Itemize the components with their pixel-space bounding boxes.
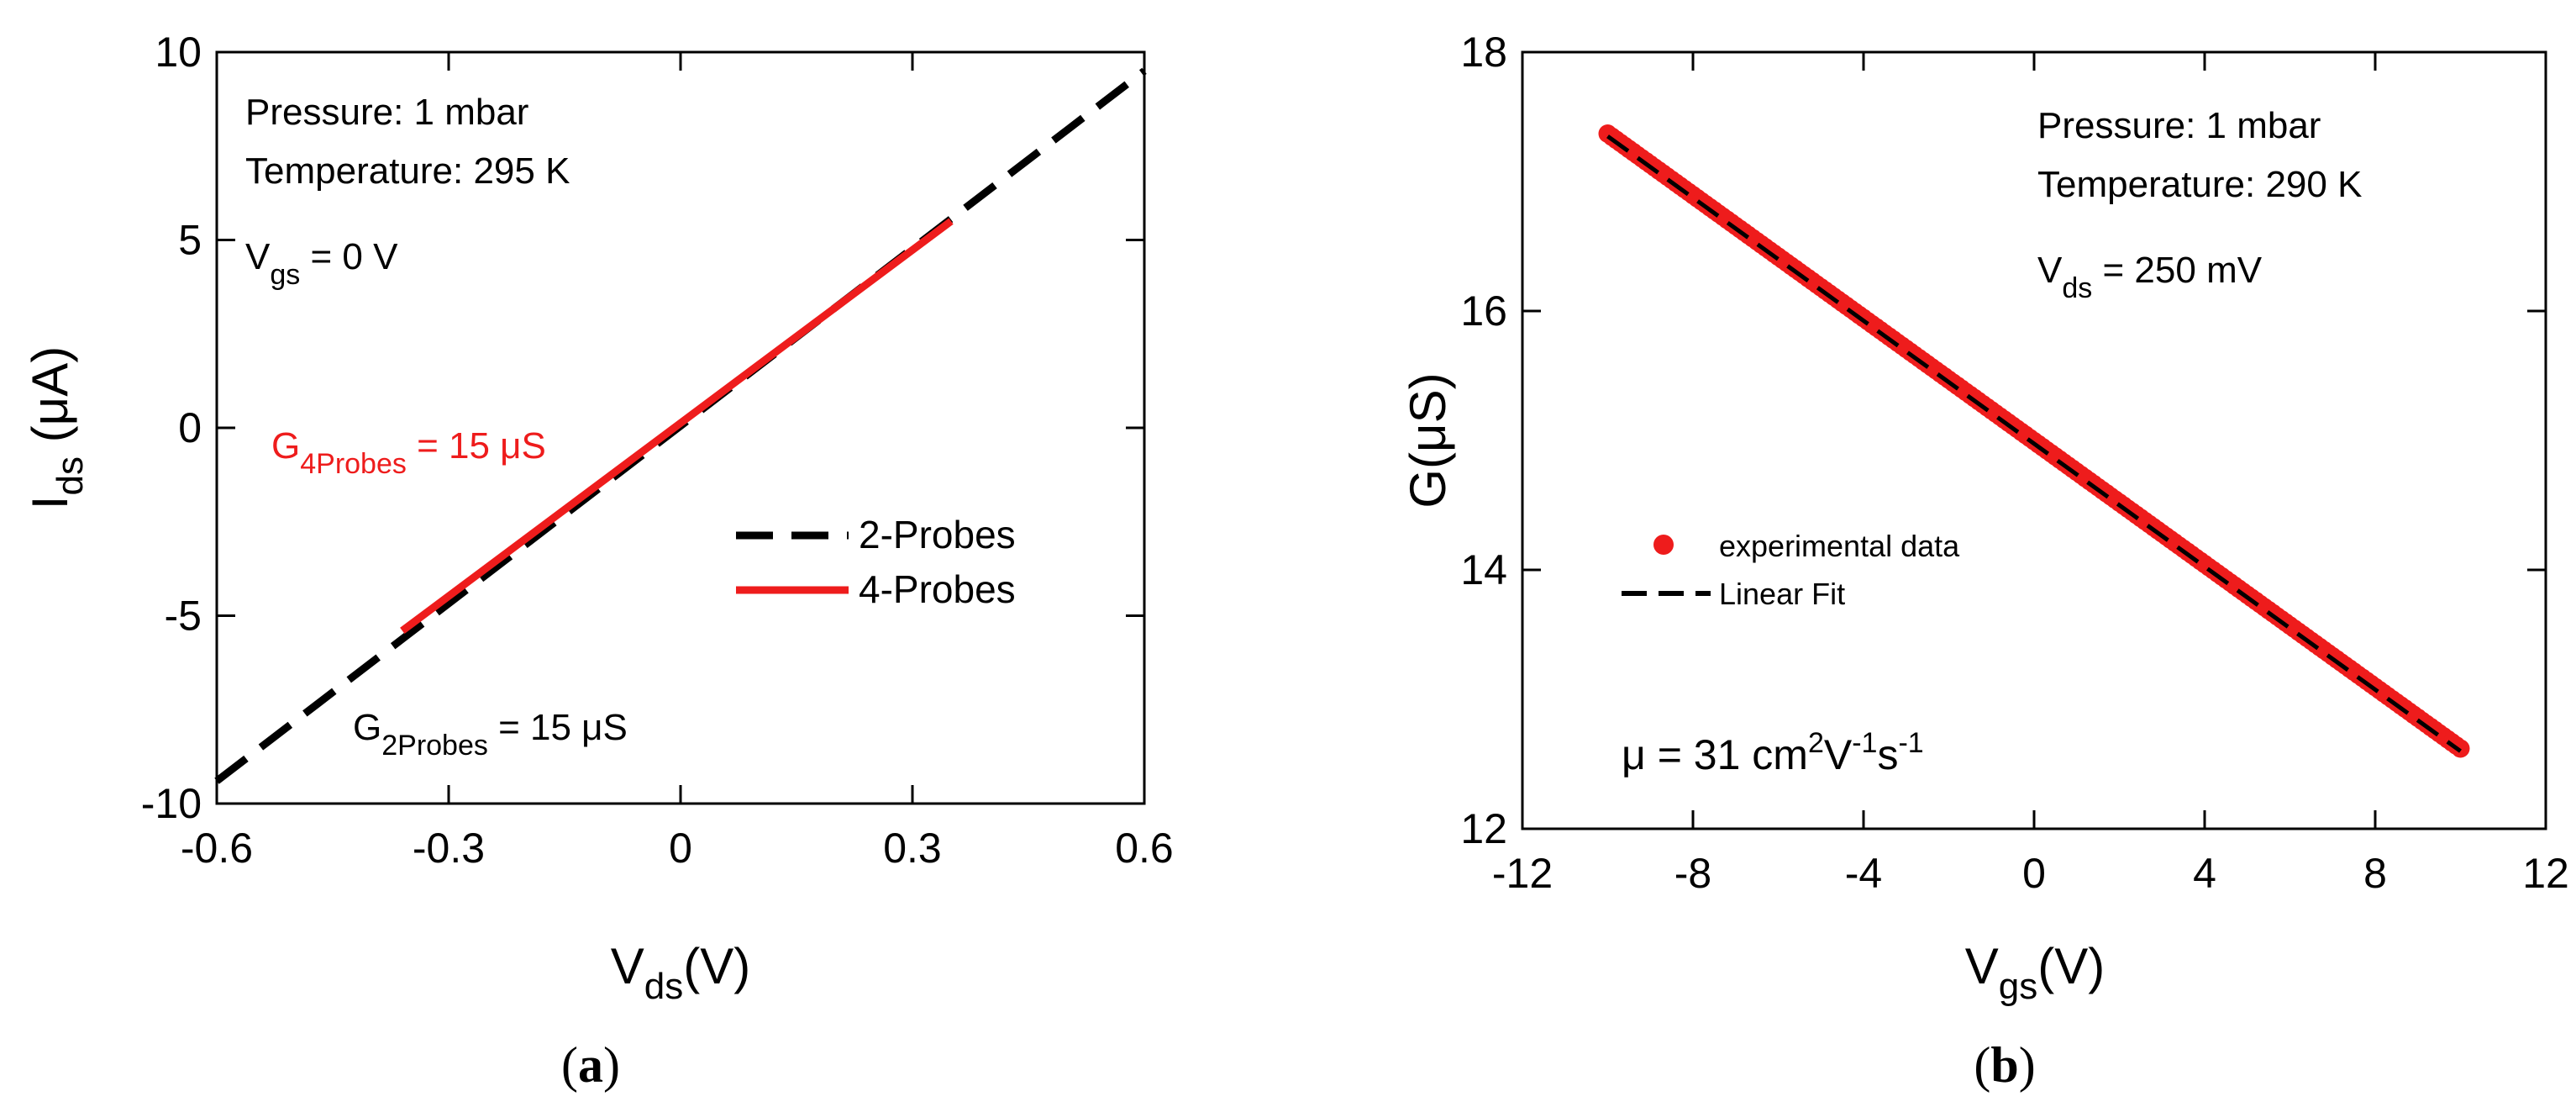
chart-a-x-tick-label: -0.6 <box>181 825 253 872</box>
chart-b-y-tick-label: 14 <box>1460 546 1507 593</box>
chart-b-legend-swatch-experimental <box>1653 535 1674 555</box>
chart-a-g2probes: G2Probes = 15 μS <box>353 707 628 762</box>
chart-b-y-axis-label: G(μS) <box>1400 372 1456 508</box>
chart-a-panel-label: (a) <box>561 1037 620 1093</box>
chart-b-pressure: Pressure: 1 mbar <box>2037 105 2321 146</box>
chart-a-x-tick-label: -0.3 <box>413 825 485 872</box>
chart-b-legend-label-linear-fit: Linear Fit <box>1719 577 1845 611</box>
chart-a-tick-labels: -0.6 -0.3 0 0.3 0.6 -10 -5 0 5 10 <box>141 29 1174 872</box>
chart-b-legend: experimental data Linear Fit <box>1622 529 1960 611</box>
chart-b-series <box>1598 124 2470 758</box>
chart-a-gate-voltage: Vgs = 0 V <box>245 236 398 291</box>
chart-a-series <box>214 67 1147 784</box>
chart-b-panel-label: (b) <box>1974 1037 2035 1093</box>
chart-a-x-tick-label: 0 <box>669 825 692 872</box>
chart-b-x-tick-label: -12 <box>1492 850 1553 897</box>
chart-b-ticks <box>1521 50 2547 830</box>
chart-b-x-tick-label: 8 <box>2363 850 2387 897</box>
chart-b-legend-label-experimental: experimental data <box>1719 529 1960 563</box>
chart-a-series-line-4-probes <box>400 218 954 634</box>
chart-b-temperature: Temperature: 290 K <box>2037 164 2362 205</box>
chart-a-legend-label-4probes: 4-Probes <box>859 567 1016 611</box>
chart-a-y-tick-label: -10 <box>141 780 202 827</box>
chart-a-y-tick-label: -5 <box>165 593 202 640</box>
chart-a-y-tick-label: 5 <box>178 217 202 264</box>
chart-a-temperature: Temperature: 295 K <box>245 150 570 192</box>
chart-b-x-tick-label: -4 <box>1845 850 1882 897</box>
chart-a-legend-label-2probes: 2-Probes <box>859 513 1016 556</box>
chart-b-x-axis-label: Vgs(V) <box>1965 938 2105 1007</box>
chart-b-tick-labels: -12 -8 -4 0 4 8 12 12 14 16 18 <box>1460 29 2568 897</box>
chart-a-y-tick-label: 10 <box>155 29 202 76</box>
chart-b-y-tick-label: 12 <box>1460 805 1507 852</box>
chart-b: -12 -8 -4 0 4 8 12 12 14 16 18 Pressure: 1 mbar Te… <box>1400 29 2569 1093</box>
chart-b-drain-voltage: Vds = 250 mV <box>2037 250 2263 304</box>
chart-b-x-tick-label: -8 <box>1674 850 1711 897</box>
chart-b-x-tick-label: 0 <box>2022 850 2046 897</box>
chart-a: -0.6 -0.3 0 0.3 0.6 -10 -5 0 5 10 Pressure: 1 mba… <box>22 29 1174 1093</box>
chart-b-x-tick-label: 12 <box>2522 850 2569 897</box>
chart-a-y-tick-label: 0 <box>178 404 202 451</box>
chart-a-ticks <box>215 50 1146 805</box>
chart-a-g4probes: G4Probes = 15 μS <box>271 425 546 480</box>
chart-a-legend: 2-Probes 4-Probes <box>736 513 1016 611</box>
chart-a-y-axis-label: Ids (μA) <box>22 346 91 509</box>
chart-b-x-tick-label: 4 <box>2193 850 2216 897</box>
chart-a-x-tick-label: 0.6 <box>1115 825 1174 872</box>
chart-b-y-tick-label: 18 <box>1460 29 1507 76</box>
chart-a-x-tick-label: 0.3 <box>883 825 942 872</box>
chart-a-pressure: Pressure: 1 mbar <box>245 92 528 133</box>
chart-b-y-tick-label: 16 <box>1460 287 1507 335</box>
chart-b-mobility: μ = 31 cm2V-1s-1 <box>1622 727 1924 778</box>
chart-b-series-line-linear-fit <box>1606 134 2462 753</box>
chart-a-x-axis-label: Vds(V) <box>611 938 751 1007</box>
